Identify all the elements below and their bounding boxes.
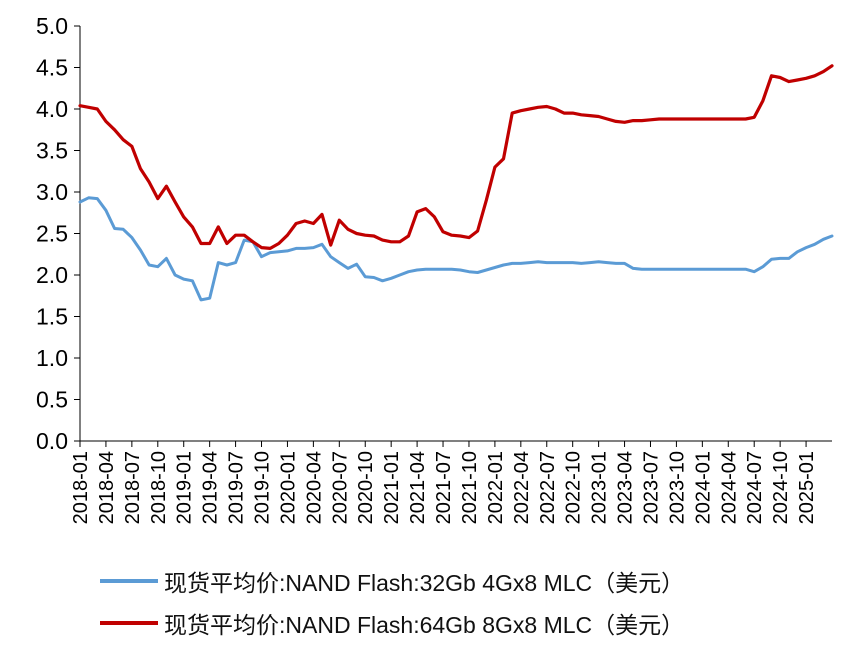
y-tick-label: 1.0 — [36, 345, 68, 371]
x-tick-label: 2022-07 — [537, 451, 559, 524]
x-tick-label: 2018-07 — [122, 451, 144, 524]
x-tick-label: 2018-10 — [148, 451, 170, 524]
x-tick-label: 2021-04 — [407, 451, 429, 524]
x-tick-label: 2021-01 — [381, 451, 403, 524]
x-axis: 2018-01 2018-04 2018-07 2018-10 2019-01 2019-… — [70, 440, 832, 524]
legend-item: 现货平均价:NAND Flash:32Gb 4Gx8 MLC（美元） — [100, 560, 840, 602]
x-tick-label: 2023-04 — [615, 451, 637, 524]
x-tick-label: 2024-04 — [718, 451, 740, 524]
series-lines — [78, 64, 834, 302]
x-tick-label: 2024-01 — [692, 451, 714, 524]
x-tick-label: 2023-10 — [666, 451, 688, 524]
y-tick-label: 3.5 — [36, 138, 68, 164]
y-axis: 0.0 0.5 1.0 1.5 2.0 2.5 3.0 3.5 4.0 4.5 5.0 — [36, 13, 81, 454]
legend-label-64gb: 现货平均价:NAND Flash:64Gb 8Gx8 MLC（美元） — [164, 612, 685, 638]
y-tick-label: 5.0 — [36, 13, 68, 39]
x-tick-label: 2024-10 — [770, 451, 792, 524]
y-tick-label: 2.5 — [36, 221, 68, 247]
y-tick-label: 4.5 — [36, 55, 68, 81]
y-tick-label: 3.0 — [36, 179, 68, 205]
x-tick-label: 2018-01 — [70, 451, 92, 524]
x-tick-label: 2019-07 — [226, 451, 248, 524]
legend-item: 现货平均价:NAND Flash:64Gb 8Gx8 MLC（美元） — [100, 602, 840, 644]
y-tick-label: 0.0 — [36, 428, 68, 454]
x-tick-label: 2022-04 — [511, 451, 533, 524]
legend-swatch-32gb — [100, 579, 158, 583]
x-tick-label: 2019-04 — [200, 451, 222, 524]
series-line-32gb — [78, 196, 834, 302]
legend-label-32gb: 现货平均价:NAND Flash:32Gb 4Gx8 MLC（美元） — [164, 570, 685, 596]
legend-swatch-64gb — [100, 621, 158, 625]
y-tick-label: 2.0 — [36, 262, 68, 288]
x-tick-label: 2023-07 — [640, 451, 662, 524]
y-tick-label: 4.0 — [36, 96, 68, 122]
x-tick-label: 2020-07 — [329, 451, 351, 524]
legend: 现货平均价:NAND Flash:32Gb 4Gx8 MLC（美元） 现货平均价… — [100, 560, 840, 644]
x-tick-label: 2020-01 — [277, 451, 299, 524]
x-tick-label: 2020-04 — [303, 451, 325, 524]
x-tick-label: 2019-01 — [174, 451, 196, 524]
x-tick-label: 2019-10 — [252, 451, 274, 524]
x-tick-label: 2024-07 — [744, 451, 766, 524]
x-tick-label: 2021-10 — [459, 451, 481, 524]
x-tick-label: 2020-10 — [355, 451, 377, 524]
line-chart: 0.0 0.5 1.0 1.5 2.0 2.5 3.0 3.5 4.0 4.5 5.0 2018-0… — [36, 13, 834, 524]
x-tick-label: 2018-04 — [96, 451, 118, 524]
x-tick-label: 2025-01 — [796, 451, 818, 524]
x-tick-label: 2022-10 — [563, 451, 585, 524]
x-tick-label: 2023-01 — [589, 451, 611, 524]
x-tick-label: 2021-07 — [433, 451, 455, 524]
x-tick-label: 2022-01 — [485, 451, 507, 524]
series-line-64gb — [78, 64, 834, 250]
y-tick-label: 1.5 — [36, 304, 68, 330]
y-tick-label: 0.5 — [36, 387, 68, 413]
